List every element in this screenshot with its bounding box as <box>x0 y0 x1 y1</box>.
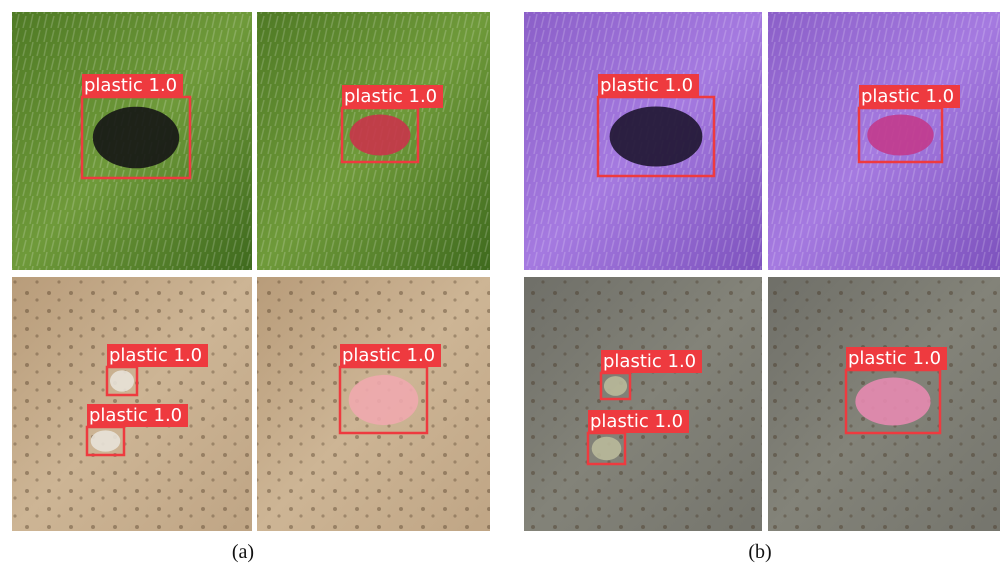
litter-object <box>110 370 134 391</box>
detection-label: plastic 1.0 <box>344 86 437 107</box>
litter-object <box>855 378 930 426</box>
image-texture <box>524 277 762 531</box>
litter-object <box>610 106 703 166</box>
litter-object <box>592 437 622 461</box>
litter-object <box>93 107 179 169</box>
litter-object <box>867 114 933 155</box>
litter-object <box>604 376 627 396</box>
caption: (b) <box>748 541 771 563</box>
detection-label: plastic 1.0 <box>603 351 696 372</box>
detection-label: plastic 1.0 <box>84 75 177 96</box>
detection-label: plastic 1.0 <box>109 345 202 366</box>
figure: (a) (b) plastic 1.0 plastic 1.0 plastic 1.… <box>0 0 1007 573</box>
detection-label: plastic 1.0 <box>600 75 693 96</box>
litter-object <box>349 375 419 425</box>
detection-label: plastic 1.0 <box>848 348 941 369</box>
caption: (a) <box>232 541 254 563</box>
detection-label: plastic 1.0 <box>342 345 435 366</box>
detection-label: plastic 1.0 <box>89 405 182 426</box>
page: (a) (b) plastic 1.0 plastic 1.0 plastic 1.… <box>0 0 1007 573</box>
litter-object <box>91 430 121 451</box>
litter-object <box>350 114 411 155</box>
detection-label: plastic 1.0 <box>861 86 954 107</box>
detection-label: plastic 1.0 <box>590 411 683 432</box>
